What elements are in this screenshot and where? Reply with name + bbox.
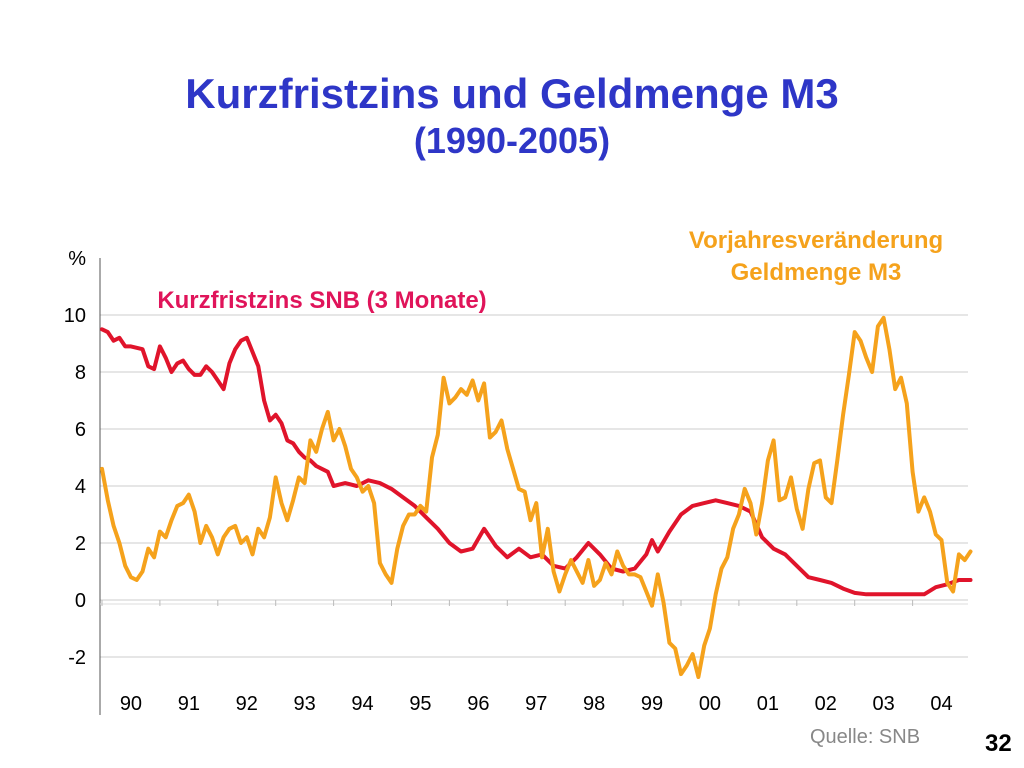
- x-tick-label: 92: [236, 693, 258, 715]
- x-tick-label: 96: [467, 693, 489, 715]
- x-tick-label: 90: [120, 693, 142, 715]
- slide-title: Kurzfristzins und Geldmenge M3: [185, 70, 839, 117]
- chart-labels: Kurzfristzins SNB (3 Monate) Vorjahresver…: [157, 227, 943, 314]
- x-tick-label: 02: [815, 693, 837, 715]
- y-tick-label: 10: [64, 305, 86, 327]
- interest-rate-label: Kurzfristzins SNB (3 Monate): [157, 287, 486, 314]
- y-tick-label: 0: [75, 590, 86, 612]
- x-tick-label: 93: [294, 693, 316, 715]
- slide-subtitle: (1990-2005): [413, 120, 611, 161]
- source-note: Quelle: SNB: [810, 726, 921, 748]
- y-tick-label: 8: [75, 362, 86, 384]
- money-supply-label-line: Vorjahresveränderung: [689, 227, 943, 254]
- y-tick-label: -2: [68, 647, 86, 669]
- series-lines: [100, 315, 973, 679]
- y-tick-label: 2: [75, 533, 86, 555]
- interest-rate-line: [100, 327, 973, 597]
- x-tick-label: 91: [178, 693, 200, 715]
- y-tick-label: 6: [75, 419, 86, 441]
- page-number: 32: [985, 730, 1012, 757]
- y-tick-label: 4: [75, 476, 86, 498]
- x-tick-label: 00: [699, 693, 721, 715]
- money-supply-label-line: Geldmenge M3: [731, 259, 902, 286]
- x-tick-label: 94: [351, 693, 373, 715]
- x-tick-label: 01: [757, 693, 779, 715]
- x-tick-label: 97: [525, 693, 547, 715]
- y-axis-unit: %: [68, 248, 86, 270]
- money-supply-line: [100, 315, 973, 679]
- x-tick-label: 03: [873, 693, 895, 715]
- x-tick-label: 04: [930, 693, 952, 715]
- x-tick-label: 99: [641, 693, 663, 715]
- x-tick-label: 98: [583, 693, 605, 715]
- x-tick-label: 95: [409, 693, 431, 715]
